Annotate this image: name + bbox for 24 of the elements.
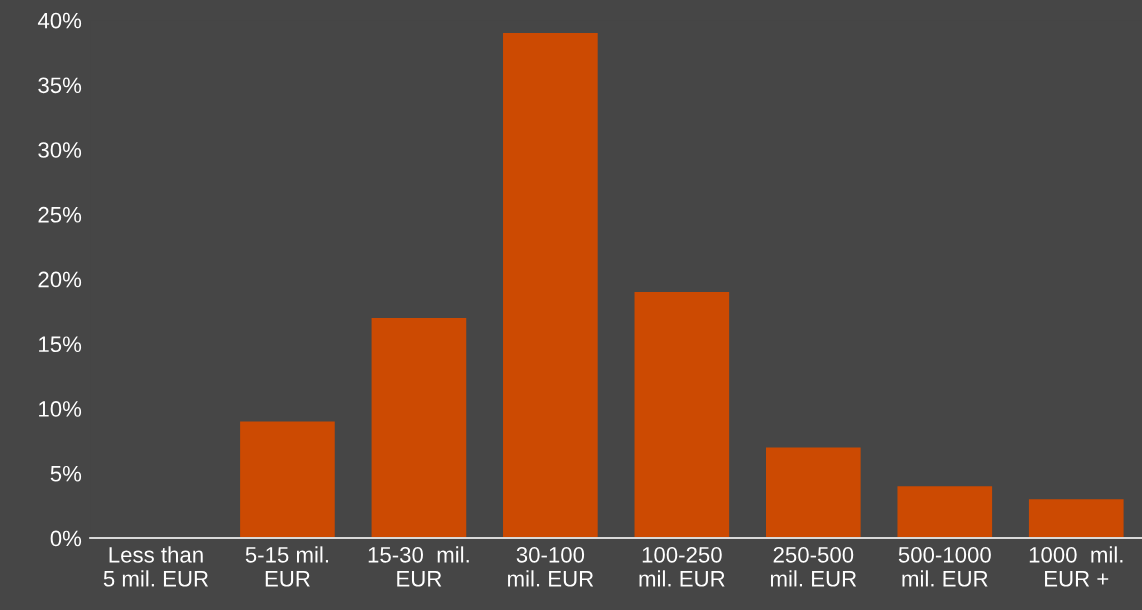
x-tick-label: 5-15 mil. EUR: [245, 546, 329, 587]
y-tick-label: 10%: [39, 401, 82, 417]
x-tick-label: 500-1000 mil. EUR: [898, 546, 991, 587]
x-tick-label: 250-500 mil. EUR: [770, 546, 857, 587]
x-tick-label: 1000 mil. EUR +: [1029, 546, 1123, 587]
bar: [240, 421, 335, 539]
x-tick-label: 15-30 mil. EUR: [368, 546, 469, 587]
bar: [897, 486, 993, 539]
y-tick-label: 0%: [50, 530, 82, 547]
y-tick-label: 30%: [38, 142, 82, 158]
y-tick-label: 20%: [38, 271, 82, 288]
bar: [371, 317, 467, 539]
y-tick-label: 5%: [50, 465, 82, 482]
y-tick-label: 25%: [38, 206, 82, 223]
bar: [634, 292, 730, 539]
x-tick-label: 30-100 mil. EUR: [508, 546, 594, 587]
x-tick-label: 100-250 mil. EUR: [639, 546, 725, 587]
bar: [765, 447, 861, 539]
bar: [503, 33, 598, 539]
bar: [1028, 499, 1124, 539]
x-tick-label: Less than 5 mil. EUR: [103, 546, 209, 587]
y-tick-label: 40%: [37, 12, 82, 29]
y-tick-label: 15%: [39, 336, 82, 353]
y-tick-label: 35%: [38, 77, 82, 94]
